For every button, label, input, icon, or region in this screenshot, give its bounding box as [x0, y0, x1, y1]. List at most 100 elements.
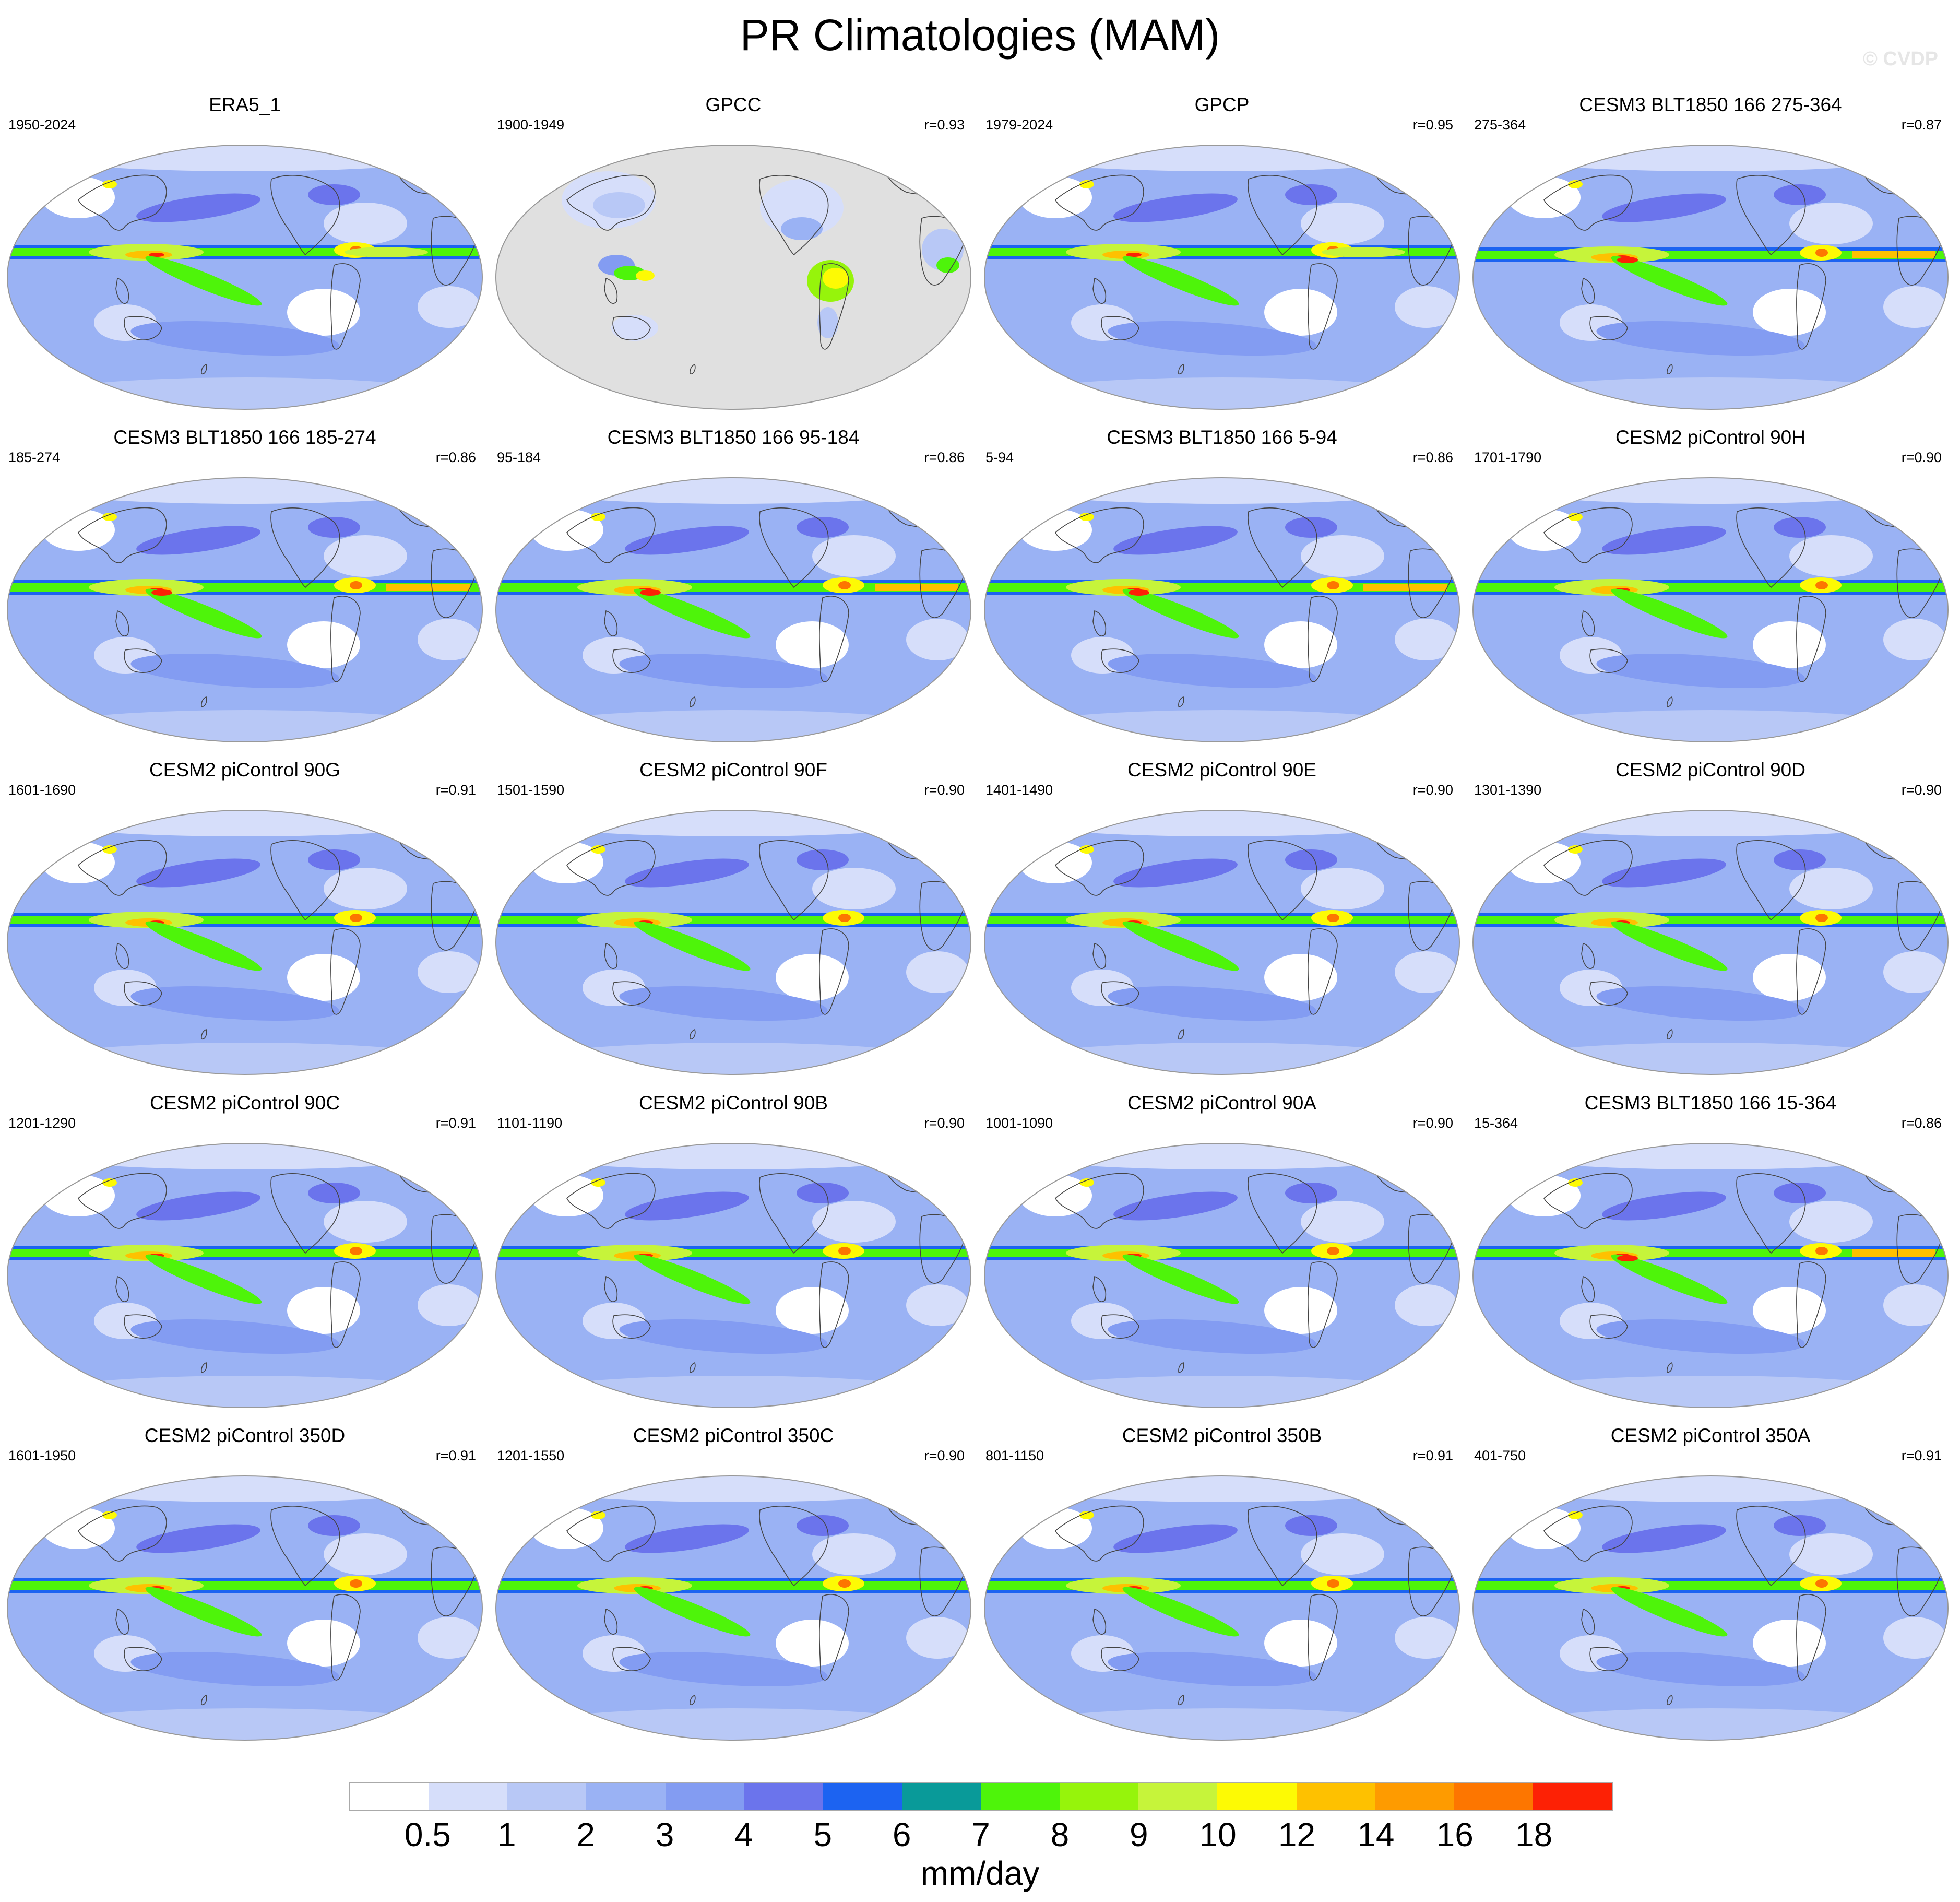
atlantic-itcz-east	[1322, 247, 1405, 257]
precip-map	[1472, 1143, 1949, 1408]
coastline	[1248, 1506, 1317, 1587]
map-border	[7, 810, 483, 1075]
coastlines	[1543, 165, 1944, 375]
coastline	[1796, 263, 1826, 350]
coastline	[612, 1647, 651, 1671]
map-border	[984, 477, 1460, 742]
coastline	[1092, 277, 1106, 304]
atlantic-itcz-strong	[1852, 251, 1935, 258]
coastline	[124, 981, 162, 1006]
map-border	[984, 1143, 1460, 1408]
map-panel: CESM3 BLT1850 166 185-274 185-274 r=0.86	[0, 426, 490, 760]
east-asia-peak	[102, 1511, 117, 1519]
dry-zone	[1753, 1287, 1826, 1334]
arctic	[525, 1143, 943, 1169]
panel-years: 185-274	[8, 450, 61, 465]
map-border	[495, 1143, 971, 1408]
dry-zone	[418, 619, 480, 660]
storm-track	[1596, 1651, 1805, 1687]
storm-track	[619, 986, 828, 1021]
storm-track	[1113, 858, 1238, 888]
dry-zone	[287, 621, 360, 668]
panel-title: CESM2 piControl 90H	[1615, 427, 1805, 448]
spcz	[145, 1587, 262, 1637]
coastline	[330, 1594, 361, 1681]
coastline	[115, 942, 129, 969]
coastline	[690, 1362, 696, 1373]
precip-map	[495, 145, 971, 410]
map-border	[7, 1475, 483, 1741]
map-panel: CESM2 piControl 90B 1101-1190 r=0.90	[489, 1091, 978, 1425]
spcz	[1122, 1254, 1239, 1304]
southern-ocean	[515, 1376, 953, 1408]
colorbar-box	[665, 1783, 744, 1810]
itcz-core	[496, 1249, 971, 1257]
dry-zone	[1395, 286, 1457, 328]
southern-ocean	[26, 377, 465, 409]
coastline	[115, 1608, 129, 1635]
coastline	[612, 1314, 651, 1339]
colorbar-box	[901, 1783, 981, 1810]
spcz	[634, 1254, 751, 1304]
itcz-core	[1473, 916, 1948, 924]
panel-correlation: r=0.91	[435, 1115, 476, 1131]
storm-track	[1113, 526, 1238, 555]
coastline	[566, 174, 656, 231]
colorbar-tick-label: 10	[1199, 1816, 1237, 1853]
spcz	[1611, 256, 1728, 306]
panel-title: CESM2 piControl 90F	[639, 759, 827, 781]
storm-track	[619, 1651, 828, 1687]
panel-title: CESM3 BLT1850 166 275-364	[1579, 94, 1842, 115]
colorbar-box	[1296, 1783, 1375, 1810]
storm-track	[1285, 517, 1337, 538]
map-panel: CESM3 BLT1850 166 5-94 5-94 r=0.86	[977, 426, 1467, 760]
panel-years: 1201-1550	[497, 1448, 565, 1463]
colorbar-box	[586, 1783, 666, 1810]
dry-zone	[1789, 535, 1873, 577]
itcz-core	[1473, 1581, 1948, 1590]
spcz	[1122, 256, 1239, 306]
coastline	[330, 263, 361, 350]
coastline	[1581, 942, 1595, 969]
land-precip	[936, 257, 959, 273]
itcz-core	[7, 1581, 482, 1590]
storm-track	[1602, 526, 1726, 555]
southern-ocean	[26, 1708, 465, 1740]
map-panel: CESM2 piControl 90G 1601-1690 r=0.91	[0, 758, 490, 1092]
east-asia-peak	[1568, 180, 1583, 188]
precip-map	[984, 1143, 1460, 1408]
southern-ocean	[1003, 710, 1442, 742]
panel-years: 1701-1790	[1474, 450, 1542, 465]
coastline	[1101, 648, 1139, 673]
atlantic-itcz-max	[1815, 581, 1828, 589]
warm-pool-peak	[1617, 1255, 1638, 1261]
dry-zone	[906, 1617, 969, 1659]
arctic	[37, 1476, 454, 1502]
colorbar-box	[1533, 1783, 1612, 1810]
southern-ocean	[515, 1043, 953, 1074]
coastline	[1589, 981, 1628, 1006]
east-asia-peak	[591, 1511, 605, 1519]
panel-correlation: r=0.91	[1412, 1448, 1453, 1463]
map-panel: CESM2 piControl 90H 1701-1790 r=0.90	[1466, 426, 1955, 760]
itcz-core	[984, 1581, 1459, 1590]
panel-correlation: r=0.86	[1412, 450, 1453, 465]
watermark: © CVDP	[1862, 48, 1938, 70]
coastline	[759, 1173, 829, 1254]
coastline	[1667, 1029, 1673, 1040]
dry-zone	[1753, 954, 1826, 1001]
storm-track	[1774, 849, 1826, 870]
panel-years: 1979-2024	[985, 117, 1053, 133]
storm-track	[1774, 1183, 1826, 1203]
atlantic-itcz-strong	[1363, 584, 1447, 591]
storm-track	[1285, 849, 1337, 870]
precip-map	[495, 477, 971, 742]
coastline	[1589, 1647, 1628, 1671]
dry-zone	[1264, 1620, 1337, 1667]
coastline	[270, 175, 340, 256]
storm-track	[130, 321, 339, 356]
southern-ocean	[1492, 1043, 1930, 1074]
itcz-core	[496, 1581, 971, 1590]
panel-title: CESM2 piControl 90C	[150, 1092, 340, 1114]
colorbar-box	[507, 1783, 587, 1810]
